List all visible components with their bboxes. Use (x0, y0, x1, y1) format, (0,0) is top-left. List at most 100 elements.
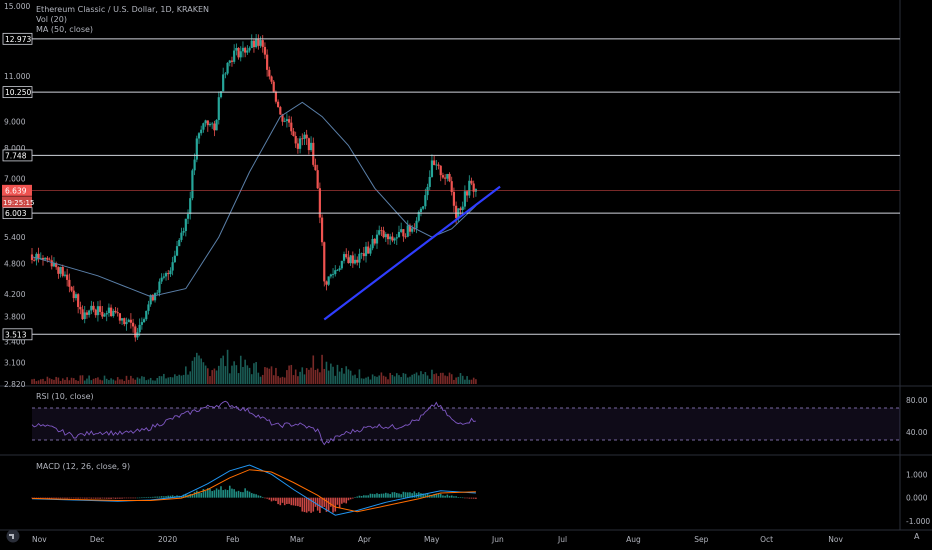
macd-histogram-bar (270, 497, 273, 502)
macd-histogram-bar (461, 497, 464, 499)
candle-body (68, 279, 71, 287)
macd-histogram-bar (468, 497, 471, 499)
candle-body (356, 259, 359, 263)
candle-body (441, 175, 445, 178)
candle-body (244, 47, 247, 53)
candle-body (277, 101, 280, 108)
volume-bar (369, 379, 372, 384)
macd-histogram-bar (101, 497, 104, 499)
time-tick-label-0: Nov (32, 535, 47, 544)
candle-body (463, 191, 467, 207)
candle-body (200, 129, 203, 134)
macd-histogram-bar (163, 496, 165, 498)
candle-body (371, 238, 374, 249)
chart-title[interactable]: Ethereum Classic / U.S. Dollar, 1D, KRAK… (36, 5, 209, 14)
candle-body (70, 286, 73, 291)
macd-histogram-bar (165, 496, 167, 498)
volume-bar (44, 381, 46, 384)
macd-indicator-label[interactable]: MACD (12, 26, close, 9) (36, 462, 131, 471)
candle-body (349, 255, 352, 264)
macd-histogram-bar (99, 497, 101, 499)
volume-bar (130, 375, 132, 384)
volume-bar (365, 377, 367, 384)
candle-body (162, 276, 165, 278)
macd-histogram-bar (116, 497, 119, 499)
macd-histogram-bar (475, 497, 477, 499)
macd-histogram-bar (39, 497, 42, 499)
rsi-indicator-label[interactable]: RSI (10, close) (36, 392, 94, 401)
rsi-legend[interactable]: RSI (10, close) (36, 392, 94, 402)
volume-bar (119, 379, 121, 384)
auto-scale-button[interactable]: A (914, 532, 920, 541)
candle-body (107, 307, 111, 314)
volume-bar (472, 377, 475, 384)
macd-histogram-bar (384, 492, 387, 498)
macd-histogram-bar (398, 493, 400, 498)
macd-histogram-bar (204, 490, 207, 498)
volume-bar (400, 376, 402, 384)
price-tick-label-7: 4.200 (4, 290, 26, 299)
candle-body (283, 120, 286, 122)
macd-histogram-bar (196, 490, 198, 498)
macd-histogram-bar (167, 495, 170, 498)
macd-histogram-bar (275, 497, 277, 502)
volume-bar (180, 375, 183, 384)
macd-histogram-bar (55, 497, 57, 499)
macd-histogram-bar (79, 497, 82, 499)
volume-bar (428, 378, 431, 384)
volume-bar (426, 375, 429, 384)
macd-histogram-bar (182, 494, 185, 498)
level-label-box-3 (2, 207, 33, 220)
volume-bar (189, 371, 192, 384)
macd-histogram-bar (363, 495, 365, 498)
candle-body (77, 294, 80, 307)
candle-body (382, 230, 385, 238)
volume-indicator-label[interactable]: Vol (20) (36, 15, 67, 24)
candle-body (424, 195, 427, 207)
candle-body (235, 47, 238, 51)
candle-body (52, 263, 56, 267)
candle-body (433, 160, 436, 165)
candle-body (296, 143, 299, 149)
volume-bar (57, 377, 60, 384)
volume-bar (297, 376, 299, 384)
candle-body (33, 259, 36, 261)
volume-bar (453, 379, 455, 384)
volume-bar (112, 379, 115, 384)
tradingview-logo-icon[interactable] (6, 528, 20, 543)
candle-body (48, 259, 51, 261)
volume-bar (68, 380, 71, 384)
volume-bar (31, 379, 33, 384)
macd-histogram-bar (400, 494, 402, 498)
level-label-box-4 (2, 328, 33, 341)
macd-histogram-bar (395, 492, 398, 498)
volume-bar (86, 378, 88, 384)
macd-histogram-bar (371, 493, 374, 498)
volume-bar (167, 377, 170, 384)
macd-tick-label-2: -1.000 (906, 517, 930, 526)
candle-body (316, 170, 319, 189)
ma-indicator-label[interactable]: MA (50, close) (36, 25, 94, 34)
macd-histogram-bar (193, 492, 196, 498)
macd-histogram-bar (231, 488, 233, 498)
macd-histogram-bar (220, 486, 222, 498)
volume-bar (312, 355, 315, 384)
candle-body (380, 230, 383, 232)
volume-bar (127, 379, 130, 384)
candle-body (279, 107, 282, 115)
macd-histogram-bar (134, 497, 137, 499)
volume-bar (141, 376, 143, 384)
candle-body (312, 142, 315, 165)
macd-histogram-bar (290, 497, 293, 506)
macd-histogram-bar (422, 493, 424, 498)
volume-bar (466, 376, 468, 384)
volume-bar (101, 380, 104, 384)
candle-body (186, 214, 190, 219)
volume-bar (266, 367, 268, 384)
macd-histogram-bar (272, 497, 275, 501)
macd-legend[interactable]: MACD (12, 26, close, 9) (36, 462, 130, 472)
macd-histogram-bar (470, 497, 473, 499)
macd-histogram-bar (292, 497, 295, 506)
volume-bar (321, 354, 323, 384)
